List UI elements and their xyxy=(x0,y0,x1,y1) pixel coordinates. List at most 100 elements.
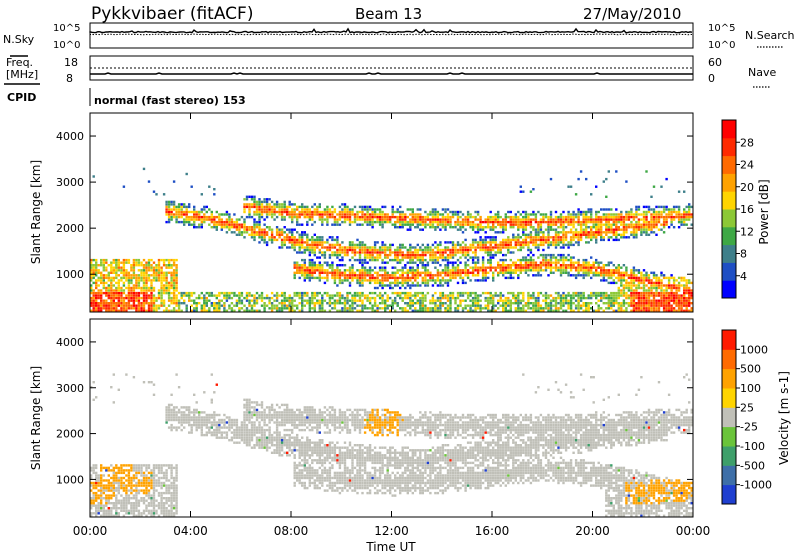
power-cell xyxy=(291,231,294,234)
power-cell xyxy=(466,276,470,280)
power-cell xyxy=(321,299,324,302)
power-cell xyxy=(157,264,161,267)
power-cell xyxy=(130,281,133,285)
power-cell xyxy=(368,281,372,285)
power-cell xyxy=(625,180,628,183)
power-cell xyxy=(240,226,244,229)
power-cell xyxy=(223,223,226,226)
power-cell xyxy=(655,291,658,295)
power-cell xyxy=(150,307,153,310)
power-cell xyxy=(494,246,497,249)
power-cell xyxy=(110,269,113,272)
power-cell xyxy=(479,241,482,244)
power-cell xyxy=(544,241,548,244)
power-cell xyxy=(497,271,500,274)
power-cell xyxy=(100,302,103,305)
power-cell xyxy=(311,264,314,267)
power-cell xyxy=(353,253,357,257)
power-cell xyxy=(434,291,437,295)
power-cell xyxy=(630,276,633,280)
power-cell xyxy=(685,215,688,219)
power-cell xyxy=(645,228,648,231)
power-cell xyxy=(414,309,417,312)
power-cell xyxy=(203,218,206,221)
power-cell xyxy=(243,228,246,231)
power-cell xyxy=(454,243,457,247)
power-cell xyxy=(263,307,266,310)
power-cell xyxy=(464,274,467,277)
power-cell xyxy=(454,220,457,224)
power-cell xyxy=(544,291,548,295)
power-cell xyxy=(660,286,663,290)
power-cell xyxy=(414,302,417,305)
power-cell xyxy=(120,271,123,274)
power-cell xyxy=(434,213,437,216)
power-cell xyxy=(213,226,216,229)
power-cell xyxy=(492,248,495,252)
power-cell xyxy=(115,291,118,295)
power-cell xyxy=(439,291,442,295)
power-cell xyxy=(313,294,316,297)
power-cell xyxy=(245,307,249,310)
power-cell xyxy=(270,307,274,310)
power-cell xyxy=(577,213,580,216)
power-cell xyxy=(316,208,319,211)
power-cell xyxy=(343,218,347,221)
power-cell xyxy=(185,213,188,216)
power-cell xyxy=(504,299,507,302)
power-cell xyxy=(590,193,593,196)
power-cell xyxy=(409,302,412,305)
power-cell xyxy=(612,279,615,282)
power-cell xyxy=(514,261,517,264)
power-cell xyxy=(650,223,653,226)
power-cell xyxy=(635,276,638,280)
power-cell xyxy=(326,223,329,226)
power-cell xyxy=(527,220,530,224)
noise-top-tick-left: 10^5 xyxy=(53,23,80,34)
power-cell xyxy=(499,251,502,254)
power-cell xyxy=(688,302,691,305)
power-cell xyxy=(600,236,603,239)
power-cell xyxy=(436,248,440,252)
velocity-cell xyxy=(90,512,93,515)
power-cell xyxy=(404,253,407,257)
power-cell xyxy=(675,289,678,292)
power-cell xyxy=(471,256,475,259)
power-cell xyxy=(162,264,166,267)
power-cell xyxy=(451,274,455,277)
power-cell xyxy=(602,271,605,274)
power-cell xyxy=(504,296,507,300)
power-cell xyxy=(167,284,171,287)
power-cell xyxy=(600,269,603,272)
power-cell xyxy=(185,220,188,224)
power-cell xyxy=(122,264,126,267)
power-cell xyxy=(630,223,633,226)
power-cell xyxy=(203,294,206,297)
power-cell xyxy=(481,261,485,264)
power-cell xyxy=(205,296,208,300)
power-cell xyxy=(537,266,540,269)
power-cell xyxy=(622,236,626,239)
power-cell xyxy=(170,281,173,285)
velocity-cell xyxy=(90,499,93,502)
power-cell xyxy=(544,253,548,257)
power-cell xyxy=(170,218,173,221)
power-cell xyxy=(494,294,497,297)
power-cell xyxy=(474,251,477,254)
power-cell xyxy=(346,307,349,310)
power-cell xyxy=(248,203,251,206)
power-cell xyxy=(607,274,610,277)
power-cell xyxy=(328,248,332,252)
power-cell xyxy=(147,274,151,277)
power-cell xyxy=(95,258,98,262)
power-cell xyxy=(665,284,668,287)
power-cell xyxy=(170,203,173,206)
power-cell xyxy=(152,294,156,297)
power-cell xyxy=(474,291,477,295)
power-cell xyxy=(353,307,357,310)
power-cell xyxy=(542,256,545,259)
power-cell xyxy=(514,309,517,312)
power-cell xyxy=(313,246,316,249)
power-cell xyxy=(205,304,208,307)
power-cell xyxy=(439,279,442,282)
